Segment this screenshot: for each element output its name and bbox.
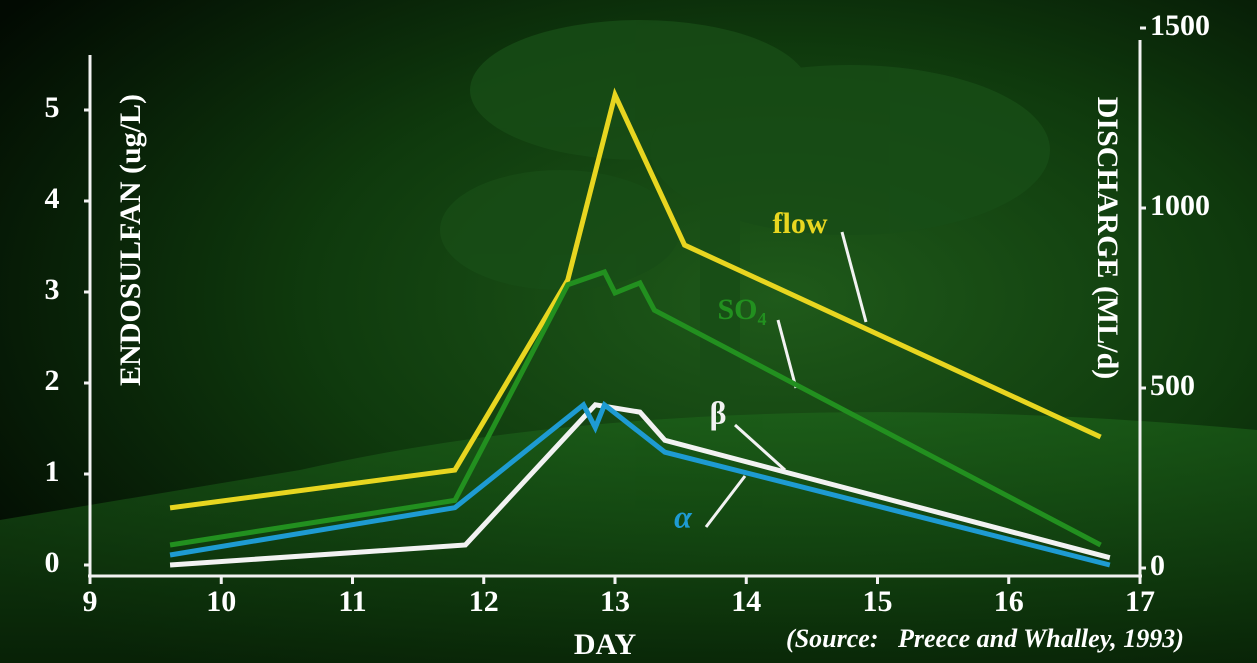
source-note: (Source: Preece and Whalley, 1993) bbox=[786, 624, 1184, 653]
y-tick-label: 1 bbox=[45, 455, 60, 488]
y-tick-label: 0 bbox=[45, 546, 60, 579]
y-tick-label: 3 bbox=[45, 273, 60, 306]
x-tick-label: 17 bbox=[1125, 585, 1155, 618]
x-tick-label: 15 bbox=[863, 585, 893, 618]
x-tick-label: 11 bbox=[338, 585, 366, 618]
x-tick-label: 9 bbox=[83, 585, 98, 618]
x-tick-label: 16 bbox=[994, 585, 1024, 618]
x-tick-label: 14 bbox=[731, 585, 761, 618]
y2-tick-label: 1500 bbox=[1150, 9, 1210, 42]
y2-tick-label: 0 bbox=[1150, 549, 1165, 582]
series-label: flow bbox=[773, 207, 828, 240]
chart: DAY ENDOSULFAN (ug/L) DISCHARGE (ML/d) (… bbox=[0, 0, 1257, 663]
x-tick-label: 12 bbox=[469, 585, 499, 618]
x-tick-label: 10 bbox=[206, 585, 236, 618]
series-label: α bbox=[674, 498, 693, 534]
y2-tick-label: 500 bbox=[1150, 369, 1195, 402]
y2-tick-label: 1000 bbox=[1150, 189, 1210, 222]
y-tick-label: 2 bbox=[45, 364, 60, 397]
y2-axis-title: DISCHARGE (ML/d) bbox=[1091, 97, 1124, 380]
y-axis-title: ENDOSULFAN (ug/L) bbox=[114, 94, 147, 386]
y-tick-label: 5 bbox=[45, 91, 60, 124]
series-label: β bbox=[710, 394, 727, 430]
x-axis-title: DAY bbox=[574, 628, 637, 661]
y-tick-label: 4 bbox=[45, 182, 60, 215]
series-label: SO₄ bbox=[717, 293, 766, 326]
x-tick-label: 13 bbox=[600, 585, 630, 618]
